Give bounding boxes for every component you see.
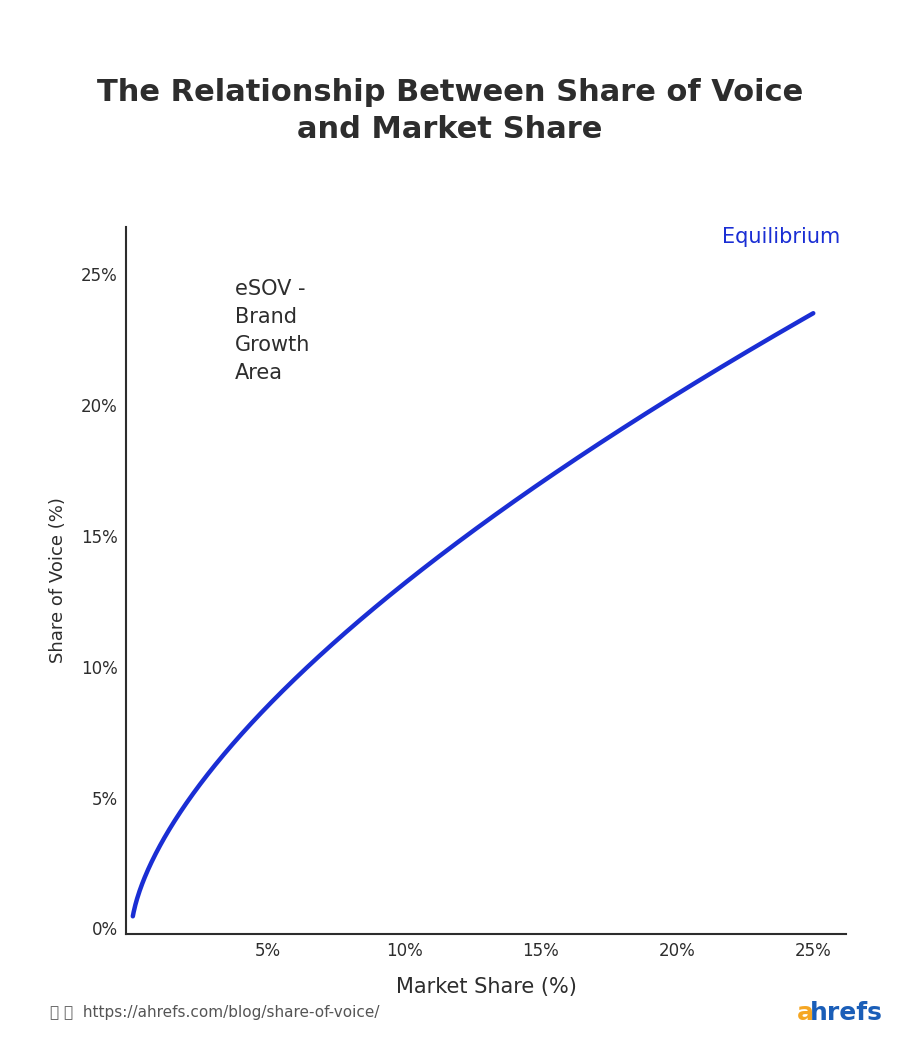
Text: The Relationship Between Share of Voice
and Market Share: The Relationship Between Share of Voice … <box>97 78 803 143</box>
Text: Ⓒ ⓘ  https://ahrefs.com/blog/share-of-voice/: Ⓒ ⓘ https://ahrefs.com/blog/share-of-voi… <box>50 1005 379 1020</box>
Text: Equilibrium: Equilibrium <box>723 227 841 247</box>
Y-axis label: Share of Voice (%): Share of Voice (%) <box>49 497 67 664</box>
X-axis label: Market Share (%): Market Share (%) <box>396 977 576 997</box>
Text: a: a <box>796 1001 814 1024</box>
Text: hrefs: hrefs <box>810 1001 883 1024</box>
Text: eSOV -
Brand
Growth
Area: eSOV - Brand Growth Area <box>235 280 310 383</box>
